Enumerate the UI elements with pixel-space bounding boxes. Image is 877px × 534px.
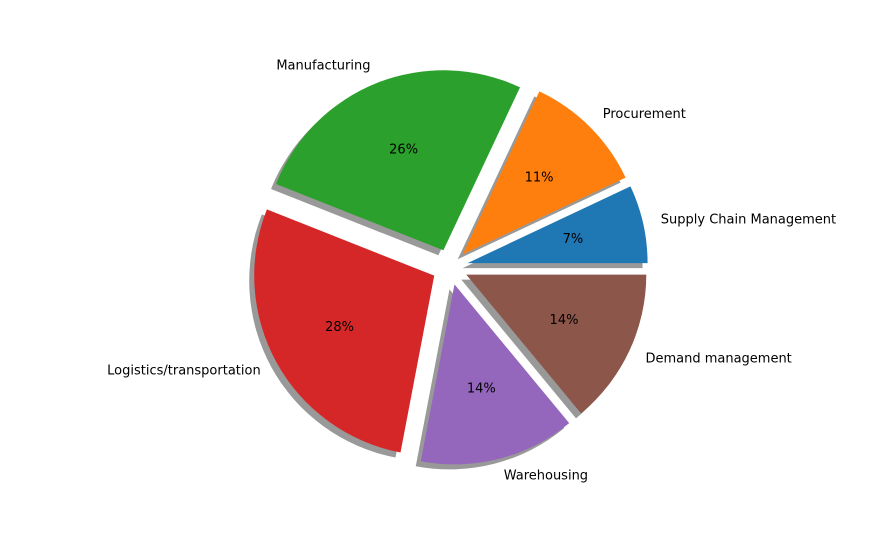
pct-label-demand-management: 14%: [550, 313, 579, 328]
pct-label-procurement: 11%: [525, 170, 554, 185]
category-label-supply-chain-management: Supply Chain Management: [661, 212, 836, 227]
pct-label-supply-chain-management: 7%: [563, 232, 584, 247]
slice-logistics-transportation: [254, 209, 435, 453]
slice-procurement: [462, 91, 626, 255]
category-label-demand-management: Demand management: [645, 351, 791, 366]
category-label-warehousing: Warehousing: [504, 469, 588, 484]
slices: [254, 70, 648, 465]
slice-warehousing: [420, 284, 570, 465]
slice-supply-chain-management: [467, 186, 648, 264]
category-label-procurement: Procurement: [603, 107, 686, 122]
slice-manufacturing: [276, 70, 521, 251]
slice-labels: 7% Supply Chain Management 11% Procurement 2…: [107, 59, 836, 484]
category-label-manufacturing: Manufacturing: [276, 59, 370, 74]
category-label-logistics-transportation: Logistics/transportation: [107, 364, 261, 379]
pct-label-warehousing: 14%: [467, 382, 496, 397]
pct-label-logistics-transportation: 28%: [325, 320, 354, 335]
pct-label-manufacturing: 26%: [389, 142, 418, 157]
slice-demand-management: [466, 274, 647, 414]
